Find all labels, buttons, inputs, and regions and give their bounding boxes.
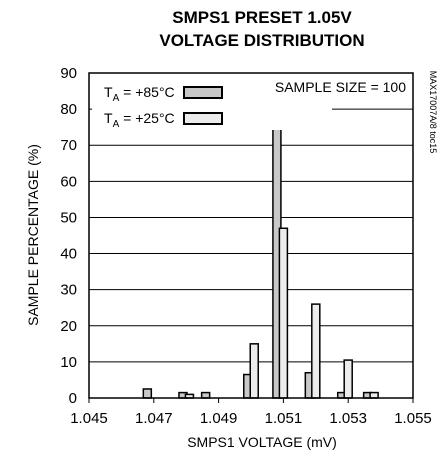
legend-label-25c: TA = +25°C bbox=[104, 110, 175, 130]
bar-series1-3 bbox=[311, 303, 321, 399]
bar-series1-2 bbox=[278, 227, 289, 399]
x-tick-label-4: 1.053 bbox=[329, 410, 367, 427]
y-tick-label-9: 90 bbox=[60, 65, 77, 82]
plot-frame bbox=[88, 72, 414, 399]
x-tick-labels: 1.045 1.047 1.049 1.051 1.053 1.055 bbox=[70, 398, 432, 427]
x-axis-label: SMPS1 VOLTAGE (mV) bbox=[187, 434, 337, 450]
y-tick-label-7: 70 bbox=[60, 137, 77, 154]
x-tick-label-5: 1.055 bbox=[394, 410, 432, 427]
legend-swatch-25c bbox=[183, 112, 223, 125]
legend-label-85c: TA = +85°C bbox=[104, 84, 175, 104]
y-tick-label-5: 50 bbox=[60, 209, 77, 226]
bar-series0-2 bbox=[200, 391, 211, 399]
bar-series1-1 bbox=[249, 343, 259, 399]
y-tick-label-3: 30 bbox=[60, 282, 77, 299]
x-tick-label-1: 1.047 bbox=[135, 410, 173, 427]
y-tick-labels: 0 10 20 30 40 50 60 70 80 90 bbox=[60, 65, 77, 407]
y-tick-label-0: 0 bbox=[69, 390, 77, 407]
figure-id: MAX17007A/8 toc15 bbox=[428, 71, 438, 154]
chart-title-line-1: SMPS1 PRESET 1.05V bbox=[172, 8, 352, 27]
y-tick-label-6: 60 bbox=[60, 173, 77, 190]
y-tick-label-1: 10 bbox=[60, 354, 77, 371]
legend-swatch-85c bbox=[183, 86, 223, 99]
chart-title-line-2: VOLTAGE DISTRIBUTION bbox=[159, 31, 364, 50]
x-tick-label-0: 1.045 bbox=[70, 410, 108, 427]
bar-series1-4 bbox=[343, 359, 353, 399]
sample-size-note: SAMPLE SIZE = 100 bbox=[275, 79, 406, 95]
y-tick-label-8: 80 bbox=[60, 101, 77, 118]
sample-size-background bbox=[274, 76, 408, 98]
x-tick-label-2: 1.049 bbox=[200, 410, 238, 427]
bar-series0-0 bbox=[142, 388, 153, 399]
y-tick-label-4: 40 bbox=[60, 246, 77, 263]
bars bbox=[142, 117, 379, 399]
y-tick-label-2: 20 bbox=[60, 318, 77, 335]
bar-series1-5 bbox=[369, 391, 379, 399]
y-axis-label: SAMPLE PERCENTAGE (%) bbox=[25, 144, 41, 326]
x-tick-label-3: 1.051 bbox=[265, 410, 303, 427]
